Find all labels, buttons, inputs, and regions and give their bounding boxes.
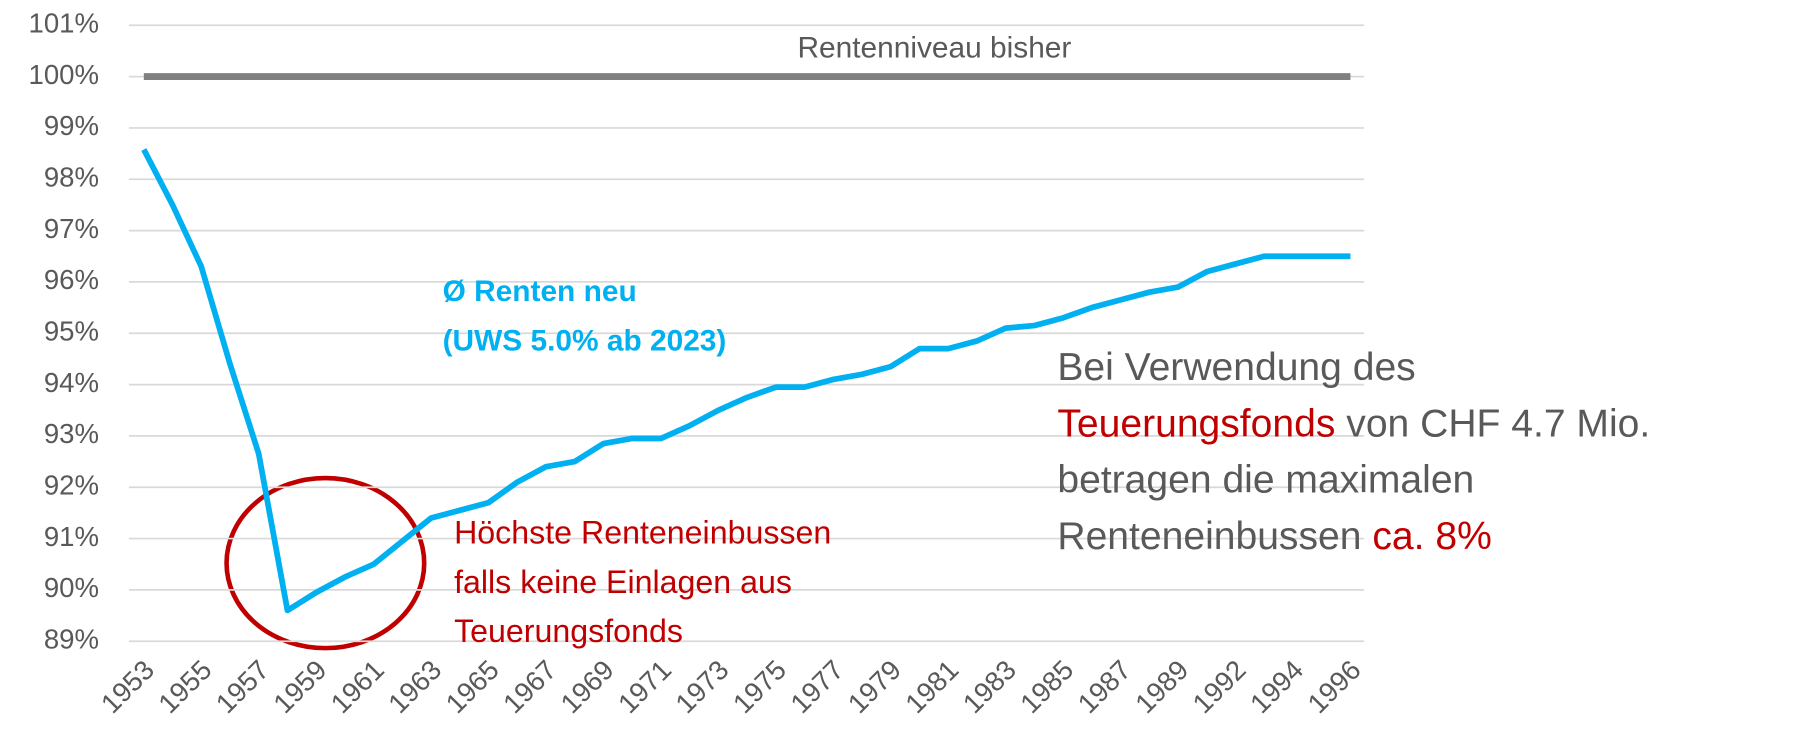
highlight-circle: [224, 475, 427, 651]
annotation-run: Höchste Renteneinbussen: [454, 514, 831, 550]
annotation: Teuerungsfonds von CHF 4.7 Mio.: [1057, 403, 1650, 446]
y-tick-label: 91%: [44, 521, 99, 552]
x-tick-label: 1967: [497, 654, 562, 719]
x-tick-label: 1989: [1129, 654, 1194, 719]
x-tick-label: 1969: [554, 654, 619, 719]
annotation: Teuerungsfonds: [454, 613, 683, 649]
x-tick-label: 1985: [1014, 654, 1079, 719]
y-tick-label: 99%: [44, 110, 99, 141]
annotation-run: Bei Verwendung des: [1057, 346, 1415, 389]
x-tick-label: 1959: [267, 654, 332, 719]
x-tick-label: 1963: [382, 654, 447, 719]
annotation: Höchste Renteneinbussen: [454, 514, 831, 550]
y-tick-label: 96%: [44, 264, 99, 295]
x-tick-label: 1987: [1072, 654, 1137, 719]
x-tick-label: 1961: [325, 654, 390, 719]
annotation-run: Teuerungsfonds: [1057, 403, 1335, 446]
x-tick-label: 1979: [842, 654, 907, 719]
y-tick-label: 94%: [44, 367, 99, 398]
y-tick-label: 100%: [28, 59, 99, 90]
x-tick-label: 1955: [152, 654, 217, 719]
x-tick-label: 1977: [784, 654, 849, 719]
annotation: falls keine Einlagen aus: [454, 563, 792, 599]
annotation-run: falls keine Einlagen aus: [454, 563, 792, 599]
y-tick-label: 98%: [44, 162, 99, 193]
x-tick-label: 1953: [95, 654, 160, 719]
y-tick-label: 89%: [44, 623, 99, 654]
y-tick-label: 97%: [44, 213, 99, 244]
annotation: Bei Verwendung des: [1057, 346, 1415, 389]
y-tick-label: 93%: [44, 418, 99, 449]
y-tick-label: 90%: [44, 572, 99, 603]
series-label: Ø Renten neu: [443, 275, 637, 308]
x-tick-label: 1996: [1301, 654, 1366, 719]
annotation-run: Renteneinbussen: [1057, 515, 1361, 558]
annotation: betragen die maximalen: [1057, 459, 1474, 502]
y-tick-label: 92%: [44, 470, 99, 501]
x-tick-label: 1965: [440, 654, 505, 719]
series-label: Rentenniveau bisher: [797, 31, 1071, 64]
x-tick-label: 1973: [669, 654, 734, 719]
x-tick-label: 1975: [727, 654, 792, 719]
annotation: Renteneinbussen ca. 8%: [1057, 515, 1491, 558]
x-tick-label: 1971: [612, 654, 677, 719]
annotation-run: ca. 8%: [1372, 515, 1491, 558]
x-tick-label: 1992: [1186, 654, 1251, 719]
x-tick-label: 1957: [210, 654, 275, 719]
series-line: [141, 148, 1351, 614]
annotation-run: betragen die maximalen: [1057, 459, 1474, 502]
annotation-run: von CHF 4.7 Mio.: [1346, 403, 1650, 446]
x-tick-label: 1994: [1244, 654, 1309, 719]
annotation: (UWS 5.0% ab 2023): [443, 324, 727, 357]
y-tick-label: 101%: [28, 8, 99, 39]
x-tick-label: 1983: [957, 654, 1022, 719]
y-tick-label: 95%: [44, 316, 99, 347]
x-tick-label: 1981: [899, 654, 964, 719]
annotation-run: Teuerungsfonds: [454, 613, 683, 649]
annotation-run: (UWS 5.0% ab 2023): [443, 324, 727, 357]
